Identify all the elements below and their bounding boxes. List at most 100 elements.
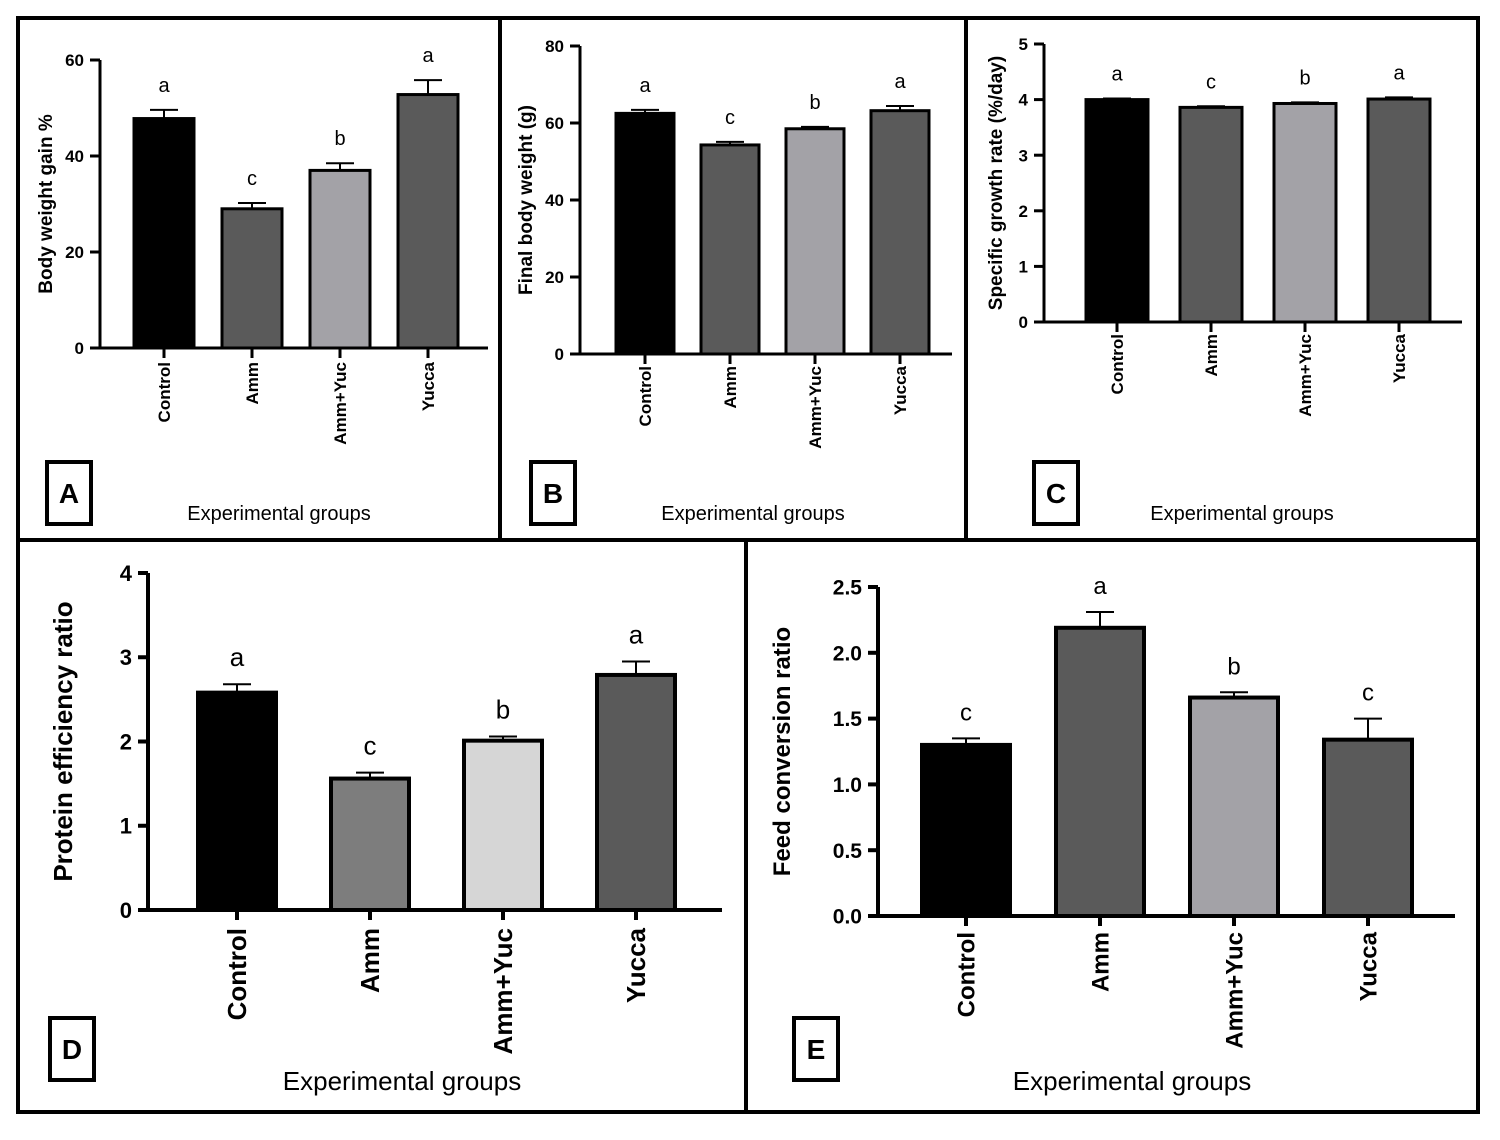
significance-label: a [629, 619, 644, 649]
y-axis-label: Protein efficiency ratio [48, 601, 78, 881]
chart-panel-b: 0 20 40 60 80 Final body weight (g) a Control c A… [498, 16, 968, 542]
bar [196, 690, 278, 913]
panel-letter: E [807, 1034, 826, 1065]
y-tick-label: 1 [120, 814, 132, 839]
y-tick-label: 60 [545, 114, 564, 133]
y-tick-label: 3 [120, 645, 132, 670]
x-axis-label: Experimental groups [1013, 1066, 1251, 1096]
y-axis-label: Final body weight (g) [516, 105, 537, 295]
bar [1054, 625, 1146, 919]
bar [220, 207, 284, 350]
y-tick-label: 0 [75, 339, 84, 358]
y-tick-label: 80 [545, 37, 564, 56]
significance-label: a [1111, 63, 1123, 85]
y-tick-label: 40 [545, 191, 564, 210]
x-tick-label: Control [1108, 334, 1127, 394]
x-tick-label: Amm+Yuc [1296, 334, 1315, 417]
y-axis-label: Feed conversion ratio [769, 627, 796, 876]
bar [1366, 97, 1432, 324]
y-tick-label: 0 [120, 898, 132, 923]
x-tick-label: Yucca [419, 361, 438, 411]
bar [614, 111, 676, 356]
significance-label: b [1227, 653, 1240, 680]
x-tick-label: Amm+Yuc [1221, 932, 1248, 1049]
panel-letter: B [543, 478, 563, 509]
x-axis-label: Experimental groups [187, 503, 370, 525]
significance-label: c [364, 731, 377, 761]
bar [920, 742, 1012, 918]
y-tick-label: 2.0 [833, 642, 862, 665]
x-tick-label: Yucca [891, 365, 910, 415]
y-tick-label: 2 [120, 729, 132, 754]
x-tick-label: Amm+Yuc [806, 366, 825, 449]
bar [869, 109, 931, 356]
panel-letter: A [59, 478, 79, 509]
y-tick-label: 5 [1019, 35, 1028, 54]
panel-frame [744, 538, 1480, 1114]
y-tick-label: 60 [65, 51, 84, 70]
bar [132, 117, 196, 350]
y-tick-label: 1.5 [833, 708, 863, 731]
y-tick-label: 0 [1019, 313, 1028, 332]
bar [1188, 695, 1280, 918]
x-axis-label: Experimental groups [1150, 503, 1333, 525]
bar [329, 776, 411, 912]
significance-label: a [230, 642, 245, 672]
y-tick-label: 4 [1019, 91, 1029, 110]
bar [462, 738, 544, 912]
x-tick-label: Control [155, 362, 174, 422]
x-tick-label: Amm [243, 362, 262, 405]
significance-label: c [1206, 71, 1216, 93]
bar [699, 143, 761, 356]
significance-label: b [496, 694, 510, 724]
bar [1322, 737, 1414, 918]
y-tick-label: 4 [120, 561, 133, 586]
panel-letter: C [1046, 478, 1066, 509]
y-tick-label: 20 [545, 268, 564, 287]
panel-letter-box [529, 460, 577, 526]
x-tick-label: Yucca [1390, 333, 1409, 383]
x-tick-label: Yucca [1355, 931, 1382, 1001]
x-axis-label: Experimental groups [661, 503, 844, 525]
bar [396, 93, 460, 350]
x-tick-label: Amm [355, 928, 385, 993]
y-axis-label: Specific growth rate (%/day) [986, 56, 1007, 310]
panel-letter-box [45, 460, 93, 526]
y-tick-label: 1 [1019, 258, 1028, 277]
y-tick-label: 1.0 [833, 774, 862, 797]
x-tick-label: Control [953, 932, 980, 1017]
significance-label: c [247, 168, 257, 190]
panel-letter-box [792, 1016, 840, 1082]
significance-label: a [422, 45, 434, 67]
panel-letter-box [1032, 460, 1080, 526]
bar [595, 672, 677, 912]
y-tick-label: 40 [65, 147, 84, 166]
panel-letter-box [48, 1016, 96, 1082]
significance-label: b [1299, 67, 1310, 89]
bar [308, 168, 372, 350]
y-tick-label: 0.5 [833, 840, 863, 863]
significance-label: a [1093, 573, 1107, 600]
chart-panel-a: 0 20 40 60 Body weight gain % a Control c Amm b Am… [16, 16, 502, 542]
chart-panel-e: 0.0 0.5 1.0 1.5 2.0 2.5 Feed conversion ratio c… [744, 538, 1480, 1114]
x-tick-label: Control [222, 928, 252, 1020]
y-tick-label: 20 [65, 243, 84, 262]
x-tick-label: Amm [721, 366, 740, 409]
significance-label: a [639, 75, 651, 97]
y-tick-label: 0.0 [833, 906, 862, 929]
y-axis-label: Body weight gain % [36, 114, 57, 294]
significance-label: b [334, 128, 345, 150]
x-tick-label: Amm [1202, 334, 1221, 377]
significance-label: c [1362, 680, 1374, 707]
y-tick-label: 2 [1019, 202, 1028, 221]
y-tick-label: 3 [1019, 146, 1028, 165]
x-tick-label: Control [636, 366, 655, 426]
significance-label: c [960, 699, 972, 726]
significance-label: a [894, 71, 906, 93]
x-tick-label: Amm+Yuc [488, 928, 518, 1054]
bar [1272, 101, 1338, 324]
x-axis-label: Experimental groups [283, 1066, 521, 1096]
y-tick-label: 0 [555, 345, 564, 364]
significance-label: b [809, 92, 820, 114]
